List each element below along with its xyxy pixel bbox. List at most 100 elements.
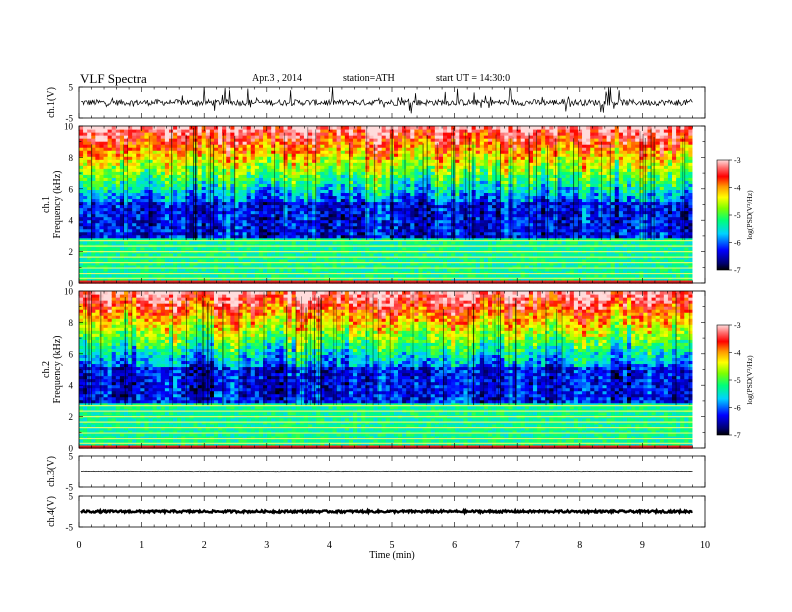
spectrogram-cell (152, 216, 158, 221)
spectrogram-cell (164, 204, 170, 209)
spectrogram-cell (254, 126, 260, 130)
spectrogram-cell (156, 177, 162, 181)
spectrogram-cell (115, 138, 121, 142)
spectrogram-cell (83, 147, 88, 151)
spectrogram-cell (111, 159, 117, 163)
spectrogram-cell (111, 162, 117, 166)
spectrogram-cell (91, 192, 96, 197)
spectrogram-cell (148, 150, 154, 154)
spectrogram-cell (242, 126, 248, 130)
spectrogram-cell (123, 156, 129, 160)
spectrogram-cell (95, 207, 101, 212)
spectrogram-cell (79, 198, 84, 203)
spectrogram-cell (136, 240, 141, 245)
spectrogram-cell (164, 222, 170, 227)
spectrogram-cell (132, 252, 137, 257)
spectrogram-cell (177, 162, 182, 166)
spectrogram-cell (324, 126, 330, 130)
spectrogram-cell (160, 192, 166, 197)
spectrogram-cell (103, 192, 109, 197)
spectrogram-cell (115, 198, 121, 203)
spectrogram-cell (132, 156, 137, 160)
spectrogram-cell (119, 252, 125, 257)
spectrogram-cell (140, 270, 146, 275)
spectrogram-cell (103, 150, 109, 154)
spectrogram-cell (119, 147, 125, 151)
spectrogram-cell (91, 183, 96, 187)
spectrogram-cell (156, 189, 162, 194)
spectrogram-cell (99, 258, 105, 263)
spectrogram-cell (107, 252, 113, 257)
spectrogram-cell (128, 132, 133, 136)
spectrogram-cell (119, 180, 125, 184)
spectrogram-cell (173, 273, 178, 278)
spectrogram-cell (148, 135, 154, 139)
spectrogram-cell (128, 225, 133, 230)
spectrogram-cell (87, 180, 92, 184)
spectrogram-cell (164, 144, 170, 148)
spectrogram-cell (140, 162, 146, 166)
spectrogram-cell (111, 183, 117, 187)
spectrogram-cell (79, 150, 84, 154)
spectrogram-cell (95, 138, 101, 142)
spectrogram-cell (160, 204, 166, 209)
spectrogram-cell (103, 183, 109, 187)
spectrogram-cell (91, 222, 96, 227)
spectrogram-cell (87, 171, 92, 175)
spectrogram-cell (119, 162, 125, 166)
spectrogram-cell (148, 183, 154, 187)
spectrogram-cell (99, 171, 105, 175)
spectrogram-cell (103, 168, 109, 172)
spectrogram-cell (136, 273, 141, 278)
spectrogram-cell (99, 150, 105, 154)
spectrogram-cell (91, 126, 96, 130)
spectrogram-cell (160, 156, 166, 160)
spectrogram-cell (361, 126, 366, 130)
spectrogram-cell (119, 141, 125, 145)
spectrogram-cell (160, 126, 166, 130)
spectrogram-cell (111, 168, 117, 172)
spectrogram-cell (95, 129, 101, 133)
spectrogram-cell (136, 210, 141, 215)
spectrogram-cell (119, 156, 125, 160)
spectrogram-cell (119, 261, 125, 266)
spectrogram-cell (177, 237, 182, 242)
spectrogram-cell (79, 168, 84, 172)
spectrogram-cell (181, 252, 186, 257)
spectrogram-cell (91, 231, 96, 236)
spectrogram-cell (107, 132, 113, 136)
spectrogram-cell (123, 150, 129, 154)
spectrogram-cell (132, 234, 137, 239)
spectrogram-cell (103, 180, 109, 184)
spectrogram-cell (115, 132, 121, 136)
spectrogram-cell (115, 168, 121, 172)
spectrogram-cell (136, 234, 141, 239)
spectrogram-cell (132, 144, 137, 148)
spectrogram-cell (140, 240, 146, 245)
spectrogram-cell (160, 228, 166, 233)
spectrogram-cell (128, 231, 133, 236)
spectrogram-cell (177, 261, 182, 266)
spectrogram-cell (406, 126, 411, 130)
spectrogram-cell (79, 165, 84, 169)
spectrogram-cell (173, 132, 178, 136)
spectrogram-cell (83, 270, 88, 275)
spectrogram-cell (107, 228, 113, 233)
spectrogram-cell (148, 273, 154, 278)
spectrogram-cell (140, 189, 146, 194)
spectrogram-cell (87, 132, 92, 136)
spectrogram-cell (164, 147, 170, 151)
spectrogram-cell (79, 129, 84, 133)
spectrogram-cell (107, 165, 113, 169)
spectrogram-cell (136, 144, 141, 148)
spectrogram-cell (156, 162, 162, 166)
spectrogram-cell (164, 240, 170, 245)
spectrogram-cell (160, 270, 166, 275)
spectrogram-cell (119, 165, 125, 169)
spectrogram-cell (148, 132, 154, 136)
spectrogram-cell (107, 261, 113, 266)
spectrogram-cell (132, 165, 137, 169)
spectrogram-cell (156, 135, 162, 139)
spectrogram-cell (140, 147, 146, 151)
spectrogram-cell (87, 252, 92, 257)
